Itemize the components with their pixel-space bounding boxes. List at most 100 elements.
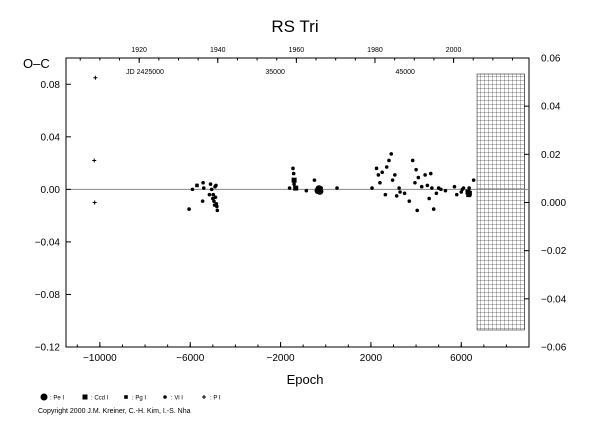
data-point	[387, 158, 391, 163]
data-point	[312, 178, 317, 182]
hatched-future-region	[476, 73, 525, 331]
data-point	[287, 186, 292, 190]
data-point	[215, 208, 220, 213]
data-point	[454, 192, 459, 197]
right-y-tick-label: −0.04	[541, 294, 567, 305]
jd-label: 45000	[395, 69, 415, 76]
legend-label: : Pe I	[50, 396, 64, 402]
data-point	[384, 165, 389, 169]
data-point	[214, 183, 218, 188]
data-point	[389, 152, 394, 156]
right-y-tick-label: −0.02	[541, 246, 567, 257]
data-point	[398, 190, 402, 194]
jd-labels: JD 2425000 35000 45000	[126, 69, 415, 76]
legend: : Pe I: Ccd I: Pg I: Vi I: P I	[40, 393, 221, 402]
legend-marker	[40, 393, 48, 401]
right-y-tick-label: 0.04	[541, 102, 561, 113]
data-point	[378, 180, 382, 185]
data-point	[413, 180, 417, 185]
legend-marker	[202, 395, 206, 399]
y-tick-label: −0.12	[35, 343, 61, 354]
data-point	[416, 175, 421, 180]
data-point	[423, 173, 427, 177]
data-point	[212, 199, 216, 203]
data-point	[200, 199, 205, 203]
data-point	[419, 184, 424, 189]
data-point	[374, 166, 379, 171]
data-point	[292, 182, 296, 186]
data-point	[370, 186, 374, 190]
x-tick-label: −2000	[267, 353, 296, 364]
data-point	[92, 200, 97, 205]
jd-label: 35000	[265, 69, 285, 76]
jd-label: JD 2425000	[126, 69, 164, 76]
data-point	[467, 186, 471, 190]
year-label: 1920	[131, 47, 147, 54]
data-point	[291, 171, 296, 176]
legend-label: : P I	[210, 396, 221, 402]
copyright-text: Copyright 2000 J.M. Kreiner, C.-H. Kim, …	[38, 408, 191, 415]
data-point	[291, 177, 297, 183]
legend-label: : Vi I	[171, 396, 183, 402]
data-point	[410, 158, 415, 163]
y-axis-label: O–C	[23, 56, 50, 71]
data-point	[434, 191, 439, 196]
y-tick-label: −0.08	[35, 290, 61, 301]
year-label: 1960	[289, 47, 305, 54]
data-point	[402, 191, 407, 196]
data-point	[380, 170, 384, 175]
data-point	[201, 186, 206, 190]
legend-label: : Pg I	[132, 396, 146, 402]
data-point	[211, 192, 216, 197]
data-point	[431, 207, 436, 211]
top-year-axis: 1920 1940 1960 1980 2000	[79, 47, 514, 63]
y-tick-label: −0.04	[35, 237, 61, 248]
data-point	[427, 196, 431, 201]
data-point	[383, 192, 388, 197]
data-point	[304, 188, 309, 193]
data-points	[92, 75, 476, 213]
data-point	[209, 187, 214, 192]
data-point	[471, 178, 476, 182]
x-tick-label: −10000	[83, 353, 117, 364]
data-point	[415, 208, 420, 213]
year-label: 1980	[367, 47, 383, 54]
data-point	[443, 188, 448, 193]
data-point	[208, 182, 213, 186]
data-point	[430, 186, 434, 190]
x-axis-label: Epoch	[287, 372, 324, 387]
data-point	[390, 178, 395, 182]
data-point	[201, 180, 205, 185]
data-point	[190, 187, 195, 192]
y-tick-label: 0.00	[41, 185, 61, 196]
legend-marker	[124, 395, 128, 399]
data-point	[291, 166, 295, 171]
x-tick-label: 2000	[360, 353, 383, 364]
chart-title: RS Tri	[271, 17, 318, 36]
data-point	[439, 187, 443, 192]
right-y-tick-label: −0.06	[541, 343, 567, 354]
right-y-tick-label: 0.06	[541, 54, 561, 65]
right-y-axis-ticks: −0.06 −0.04 −0.02 0.000 0.02 0.04 0.06	[524, 54, 567, 354]
data-point	[294, 186, 299, 190]
data-point	[319, 186, 324, 190]
data-point	[195, 183, 199, 188]
data-point	[207, 192, 212, 197]
data-point	[452, 184, 457, 189]
data-point	[93, 75, 98, 80]
y-axis-ticks: −0.12 −0.08 −0.04 0.00 0.04 0.08	[35, 80, 71, 354]
data-point	[376, 173, 381, 177]
plot-frame	[65, 57, 530, 348]
legend-marker	[163, 395, 167, 399]
x-axis-ticks: −10000 −6000 −2000 2000 6000	[76, 342, 530, 364]
data-point	[414, 167, 418, 172]
data-point	[335, 186, 339, 190]
data-point	[213, 195, 218, 200]
year-label: 1940	[210, 47, 226, 54]
x-tick-label: −6000	[176, 353, 205, 364]
data-point	[425, 183, 430, 188]
data-point	[187, 207, 191, 211]
data-point	[397, 186, 401, 190]
year-label: 2000	[446, 47, 462, 54]
